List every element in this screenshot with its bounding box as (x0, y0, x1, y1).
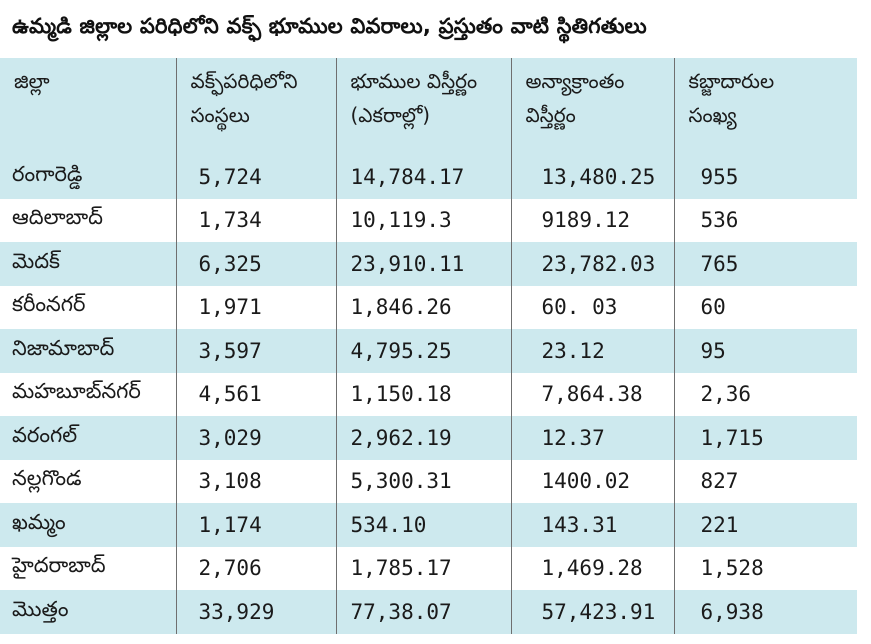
table-row: రంగారెడ్డి 5,724 14,784.17 13,480.25 955 (0, 155, 857, 199)
cell-institutions: 33,929 (176, 590, 337, 634)
table-row: నల్లగొండ 3,108 5,300.31 1400.02 827 (0, 459, 857, 503)
cell-area: 2,962.19 (336, 416, 512, 460)
header-institutions: వక్ఫ్‌పరిధిలోని సంస్థలు (176, 58, 337, 155)
cell-occupants: 6,938 (700, 599, 764, 624)
header-encroached-line2: విస్తీర్ణం (525, 103, 576, 127)
cell-institutions: 1,734 (176, 198, 337, 242)
cell-institutions: 5,724 (176, 155, 337, 199)
header-district-line1: జిల్లా (14, 69, 50, 93)
cell-occupants: 95 (700, 338, 726, 363)
cell-occupants: 60 (700, 295, 726, 320)
table-row: ఆదిలాబాద్‌ 1,734 10,119.3 9189.12 536 (0, 198, 857, 242)
header-occupants-line1: కబ్జాదారుల (688, 69, 775, 93)
cell-area: 1,785.17 (336, 546, 512, 590)
cell-occupants: 221 (700, 512, 739, 537)
table-row: హైదరాబాద్‌ 2,706 1,785.17 1,469.28 1,528 (0, 546, 857, 590)
cell-encroached: 23,782.03 (511, 242, 675, 286)
cell-area: 77,38.07 (336, 590, 512, 634)
cell-area: 534.10 (336, 503, 512, 547)
header-encroached: అన్యాక్రాంతం విస్తీర్ణం (511, 58, 675, 155)
cell-institutions: 1,174 (176, 503, 337, 547)
cell-occupants: 1,715 (700, 425, 764, 450)
cell-area: 5,300.31 (336, 459, 512, 503)
table-row-total: మొత్తం 33,929 77,38.07 57,423.91 6,938 (0, 590, 857, 634)
table-row: మహబూబ్‌నగర్‌ 4,561 1,150.18 7,864.38 2,3… (0, 372, 857, 416)
waqf-table-container: జిల్లా వక్ఫ్‌పరిధిలోని సంస్థలు భూముల విస… (0, 58, 857, 644)
cell-institutions: 4,561 (176, 372, 337, 416)
table-row: ఖమ్మం 1,174 534.10 143.31 221 (0, 503, 857, 547)
cell-occupants: 827 (700, 469, 739, 494)
cell-area: 1,846.26 (336, 285, 512, 329)
cell-encroached: 7,864.38 (511, 372, 675, 416)
cell-district: మెదక్‌ (0, 242, 177, 286)
cell-district: నిజామాబాద్‌ (0, 329, 177, 373)
cell-encroached: 9189.12 (511, 198, 675, 242)
cell-institutions: 6,325 (176, 242, 337, 286)
title-bar: ఉమ్మడి జిల్లాల పరిధిలోని వక్ఫ్‌ భూముల వి… (0, 0, 871, 58)
cell-encroached: 60. 03 (511, 285, 675, 329)
cell-institutions: 3,597 (176, 329, 337, 373)
table-row: కరీంనగర్‌ 1,971 1,846.26 60. 03 60 (0, 285, 857, 329)
cell-district: వరంగల్‌ (0, 416, 177, 460)
table-row: మెదక్‌ 6,325 23,910.11 23,782.03 765 (0, 242, 857, 286)
cell-occupants: 765 (700, 251, 739, 276)
header-area: భూముల విస్తీర్ణం (ఎకరాల్లో) (336, 58, 512, 155)
cell-district: ఖమ్మం (0, 503, 177, 547)
cell-encroached: 12.37 (511, 416, 675, 460)
cell-district: ఆదిలాబాద్‌ (0, 198, 177, 242)
table-body: రంగారెడ్డి 5,724 14,784.17 13,480.25 955… (0, 155, 857, 634)
cell-institutions: 3,108 (176, 459, 337, 503)
cell-area: 4,795.25 (336, 329, 512, 373)
header-area-line1: భూముల విస్తీర్ణం (350, 69, 478, 93)
cell-institutions: 1,971 (176, 285, 337, 329)
cell-encroached: 1400.02 (511, 459, 675, 503)
cell-occupants: 2,36 (700, 382, 752, 407)
cell-district: కరీంనగర్‌ (0, 285, 177, 329)
cell-occupants: 1,528 (700, 556, 764, 581)
header-occupants-line2: సంఖ్య (688, 103, 737, 127)
page-title: ఉమ్మడి జిల్లాల పరిధిలోని వక్ఫ్‌ భూముల వి… (12, 14, 647, 38)
table-row: వరంగల్‌ 3,029 2,962.19 12.37 1,715 (0, 416, 857, 460)
right-margin (857, 58, 871, 644)
cell-area: 14,784.17 (336, 155, 512, 199)
table-row: నిజామాబాద్‌ 3,597 4,795.25 23.12 95 (0, 329, 857, 373)
header-district: జిల్లా (0, 58, 177, 155)
cell-institutions: 3,029 (176, 416, 337, 460)
cell-encroached: 57,423.91 (511, 590, 675, 634)
header-institutions-line2: సంస్థలు (190, 103, 250, 127)
cell-encroached: 13,480.25 (511, 155, 675, 199)
header-row: జిల్లా వక్ఫ్‌పరిధిలోని సంస్థలు భూముల విస… (0, 58, 857, 155)
cell-encroached: 1,469.28 (511, 546, 675, 590)
cell-area: 1,150.18 (336, 372, 512, 416)
cell-encroached: 23.12 (511, 329, 675, 373)
waqf-lands-table: జిల్లా వక్ఫ్‌పరిధిలోని సంస్థలు భూముల విస… (0, 58, 857, 634)
cell-area: 10,119.3 (336, 198, 512, 242)
cell-occupants: 536 (700, 208, 739, 233)
header-occupants: కబ్జాదారుల సంఖ్య (674, 58, 857, 155)
table-header: జిల్లా వక్ఫ్‌పరిధిలోని సంస్థలు భూముల విస… (0, 58, 857, 155)
header-area-line2: (ఎకరాల్లో) (350, 103, 431, 127)
header-encroached-line1: అన్యాక్రాంతం (525, 69, 625, 93)
header-institutions-line1: వక్ఫ్‌పరిధిలోని (190, 69, 298, 93)
cell-district: మహబూబ్‌నగర్‌ (0, 372, 177, 416)
cell-area: 23,910.11 (336, 242, 512, 286)
cell-district: హైదరాబాద్‌ (0, 546, 177, 590)
cell-encroached: 143.31 (511, 503, 675, 547)
cell-district: నల్లగొండ (0, 459, 177, 503)
cell-occupants: 955 (700, 164, 739, 189)
cell-district: రంగారెడ్డి (0, 155, 177, 199)
cell-district: మొత్తం (0, 590, 177, 634)
cell-institutions: 2,706 (176, 546, 337, 590)
